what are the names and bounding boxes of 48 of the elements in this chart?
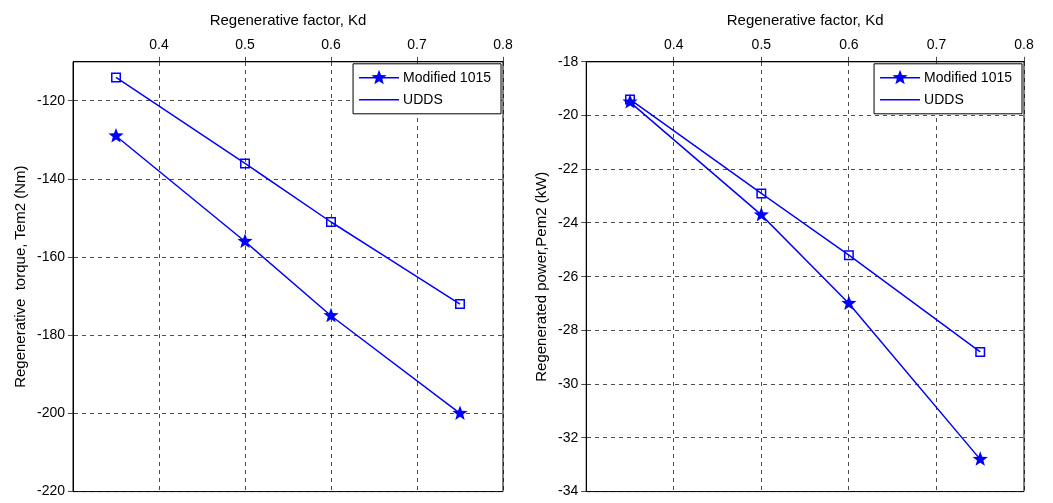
y-tick-label: -34 xyxy=(558,482,579,499)
y-tick-label: -32 xyxy=(558,428,579,445)
x-tick-label: 0.5 xyxy=(235,36,255,53)
x-tick-label: 0.7 xyxy=(407,36,427,53)
x-tick-label: 0.4 xyxy=(149,36,169,53)
y-tick-label: -200 xyxy=(36,404,66,421)
point xyxy=(452,405,468,420)
y-tick-label: -30 xyxy=(558,375,579,392)
point xyxy=(323,307,339,323)
point xyxy=(108,128,124,143)
y-axis-title: Regenerative torque, Tem2 (Nm) xyxy=(11,165,29,388)
point xyxy=(756,188,767,199)
legend-label: Modified 1015 xyxy=(403,68,492,85)
point xyxy=(622,94,638,109)
y-axis-title: Regenerated power,Pem2 (kW) xyxy=(532,171,550,382)
y-tick-label: -18 xyxy=(558,52,579,69)
point xyxy=(841,295,857,311)
point xyxy=(972,451,988,466)
x-tick-label: 0.5 xyxy=(751,36,772,53)
y-tick-label: -22 xyxy=(558,160,579,177)
x-tick-label: 0.7 xyxy=(926,36,947,53)
y-tick-label: -28 xyxy=(558,321,579,338)
point xyxy=(975,346,986,357)
y-tick-label: -140 xyxy=(36,169,66,186)
y-tick-label: -20 xyxy=(558,106,579,123)
legend-label: UDDS xyxy=(403,90,443,107)
legend-label: UDDS xyxy=(924,90,964,107)
x-tick-label: 0.6 xyxy=(321,36,341,53)
point xyxy=(753,206,769,222)
y-tick-label: -220 xyxy=(36,482,66,499)
y-tick-label: -26 xyxy=(558,267,579,284)
y-tick-label: -24 xyxy=(558,213,579,230)
point xyxy=(111,72,122,83)
point xyxy=(237,233,253,249)
y-tick-label: -120 xyxy=(36,91,66,108)
point xyxy=(455,299,465,310)
x-axis-title: Regenerative factor, Kd xyxy=(726,11,884,29)
legend-label: Modified 1015 xyxy=(924,68,1013,85)
x-tick-label: 0.8 xyxy=(1014,36,1034,53)
point xyxy=(240,158,251,169)
point xyxy=(326,217,336,227)
y-tick-label: -180 xyxy=(36,326,66,343)
x-tick-label: 0.4 xyxy=(664,36,684,53)
x-tick-label: 0.8 xyxy=(493,36,513,53)
x-tick-label: 0.6 xyxy=(839,36,859,53)
point xyxy=(843,250,854,261)
y-tick-label: -160 xyxy=(36,248,66,265)
x-axis-title: Regenerative factor, Kd xyxy=(209,11,367,29)
